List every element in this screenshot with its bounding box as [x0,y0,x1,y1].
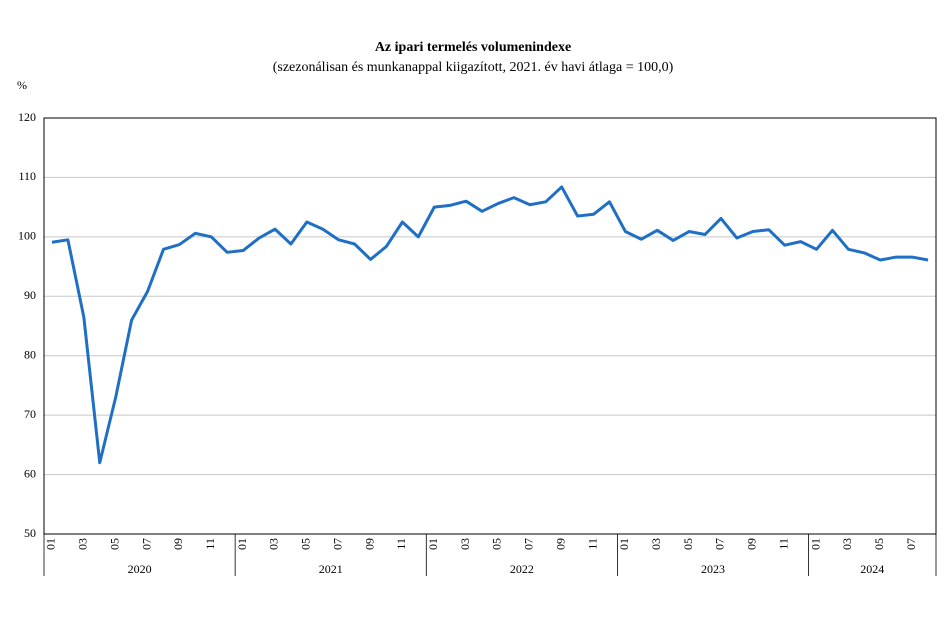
x-tick-label: 11 [203,538,217,550]
chart-subtitle: (szezonálisan és munkanappal kiigazított… [273,60,674,75]
x-tick-label: 07 [904,538,918,550]
y-axis-label: % [17,78,27,92]
x-tick-label: 03 [458,538,472,550]
x-tick-label: 07 [522,538,536,550]
chart-title: Az ipari termelés volumenindexe [375,40,571,55]
x-tick-label: 09 [171,538,185,550]
y-tick-label: 70 [24,407,36,421]
y-tick-label: 60 [24,466,36,480]
year-label: 2024 [860,562,884,576]
x-tick-label: 01 [808,538,822,550]
y-tick-label: 120 [18,110,36,124]
x-tick-label: 03 [649,538,663,550]
year-label: 2023 [701,562,725,576]
year-label: 2021 [319,562,343,576]
x-tick-label: 11 [776,538,790,550]
x-tick-label: 07 [713,538,727,550]
x-tick-label: 03 [76,538,90,550]
x-tick-label: 11 [585,538,599,550]
x-tick-label: 07 [330,538,344,550]
x-tick-label: 05 [299,538,313,550]
x-tick-label: 09 [553,538,567,550]
y-tick-label: 110 [18,169,36,183]
x-tick-label: 11 [394,538,408,550]
x-tick-label: 01 [426,538,440,550]
x-tick-label: 01 [44,538,58,550]
x-tick-label: 03 [267,538,281,550]
x-tick-label: 05 [681,538,695,550]
year-label: 2022 [510,562,534,576]
y-tick-label: 80 [24,347,36,361]
series-line [51,185,929,465]
x-tick-label: 09 [745,538,759,550]
x-tick-label: 05 [872,538,886,550]
y-tick-label: 100 [18,229,36,243]
x-tick-label: 05 [107,538,121,550]
x-tick-label: 03 [840,538,854,550]
x-tick-label: 07 [139,538,153,550]
plot-frame [43,117,937,535]
x-tick-label: 05 [490,538,504,550]
x-tick-label: 01 [617,538,631,550]
y-tick-label: 50 [24,526,36,540]
y-tick-label: 90 [24,288,36,302]
year-label: 2020 [128,562,152,576]
x-tick-label: 01 [235,538,249,550]
x-tick-label: 09 [362,538,376,550]
